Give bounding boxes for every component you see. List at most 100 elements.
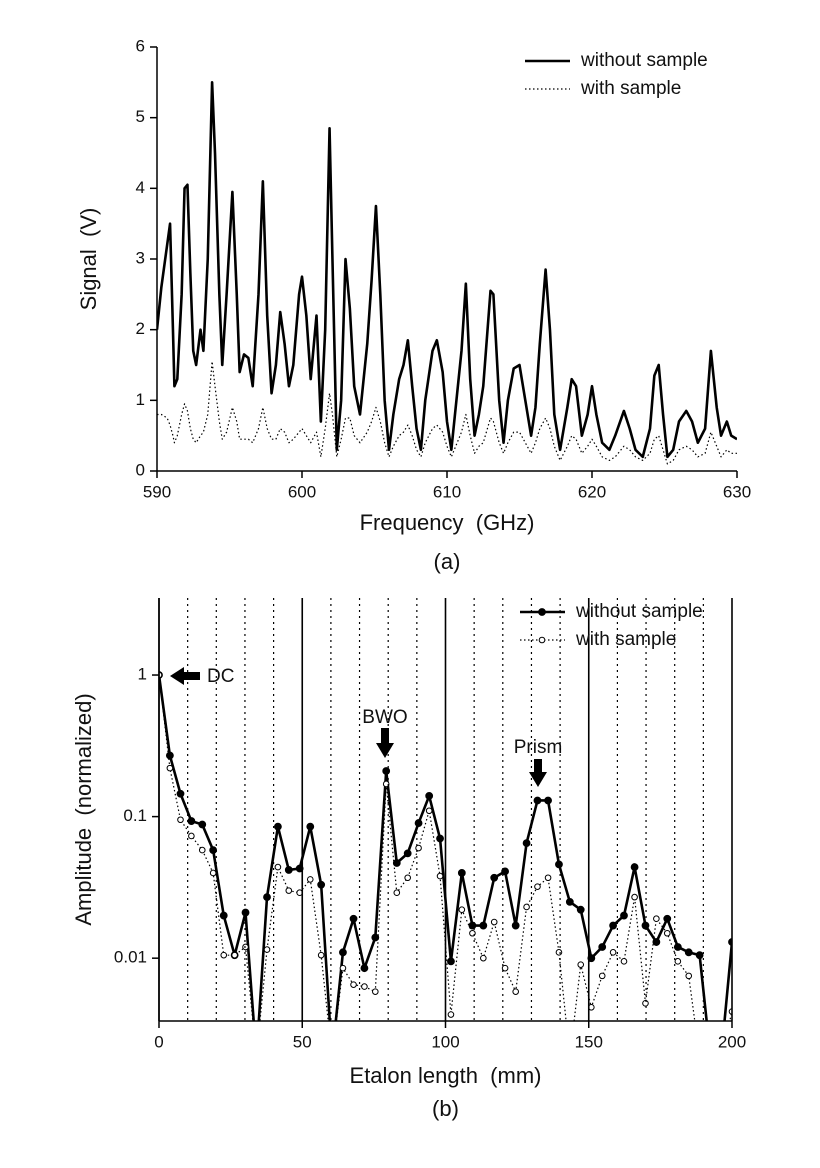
data-point	[555, 860, 563, 869]
data-point	[490, 873, 499, 882]
data-point	[576, 905, 585, 914]
x-tick-label: 600	[288, 482, 316, 501]
legend-label: without sample	[580, 50, 708, 71]
y-tick-label: 0.01	[114, 948, 147, 967]
series-line	[157, 81, 737, 459]
data-point	[695, 951, 704, 960]
plot-area	[157, 81, 737, 465]
data-point	[382, 780, 390, 788]
data-point	[511, 921, 520, 930]
x-axis-label: Etalon length (mm)	[350, 1063, 542, 1088]
data-point	[209, 846, 218, 854]
data-point	[415, 844, 422, 852]
data-point	[361, 983, 368, 990]
data-point	[708, 1054, 714, 1060]
data-point	[447, 1011, 455, 1018]
data-point	[166, 764, 174, 772]
y-axis-label: Amplitude (normalized)	[71, 693, 96, 925]
x-axis-label: Frequency (GHz)	[360, 510, 535, 535]
data-point	[685, 972, 693, 980]
data-point	[187, 817, 196, 825]
data-point	[587, 954, 596, 963]
data-point	[534, 883, 541, 890]
data-point	[241, 908, 250, 917]
data-point	[673, 943, 682, 951]
data-point	[220, 951, 228, 959]
data-point	[436, 872, 444, 880]
data-point	[231, 951, 238, 959]
legend-label: without sample	[575, 601, 703, 622]
data-point	[329, 1054, 335, 1060]
x-tick-label: 200	[718, 1032, 746, 1051]
y-tick-label: 2	[136, 319, 145, 338]
data-point	[188, 832, 195, 840]
x-tick-label: 590	[143, 482, 171, 501]
data-point	[339, 964, 347, 972]
legend-label: with sample	[575, 629, 676, 650]
data-point	[295, 864, 304, 873]
data-point	[674, 958, 682, 965]
data-point	[479, 921, 488, 930]
data-point	[176, 789, 185, 798]
x-tick-label: 610	[433, 482, 461, 501]
annotation: Prism	[514, 737, 563, 758]
data-point	[425, 807, 433, 815]
data-point	[653, 915, 660, 923]
data-point	[630, 863, 639, 871]
data-point	[567, 1054, 573, 1060]
y-tick-label: 0	[136, 460, 145, 479]
data-point	[372, 988, 379, 995]
data-point	[684, 948, 693, 957]
y-axis-label: Signal (V)	[76, 208, 101, 311]
data-point	[718, 1054, 725, 1061]
data-point	[273, 822, 282, 831]
data-point	[219, 911, 228, 920]
data-point	[177, 816, 184, 824]
data-point	[329, 1054, 336, 1061]
data-point	[253, 1054, 260, 1061]
data-point	[555, 949, 563, 956]
data-point	[480, 954, 487, 962]
y-tick-label: 4	[136, 178, 145, 197]
data-point	[425, 792, 434, 800]
y-tick-label: 1	[136, 390, 145, 409]
bwo-arrow	[376, 728, 394, 758]
data-point	[447, 957, 455, 966]
data-point	[707, 1054, 714, 1061]
x-tick-label: 0	[154, 1032, 163, 1051]
data-point	[663, 929, 671, 937]
data-point	[609, 949, 617, 956]
data-point	[620, 958, 628, 965]
data-point	[350, 981, 357, 988]
data-point	[598, 943, 607, 951]
y-tick-label: 3	[136, 248, 145, 267]
x-tick-label: 630	[723, 482, 751, 501]
caption: (a)	[434, 549, 461, 574]
legend-marker	[538, 636, 546, 644]
data-point	[198, 820, 207, 829]
data-point	[522, 839, 531, 847]
annotation: BWO	[362, 707, 407, 728]
y-tick-label: 5	[136, 107, 145, 126]
data-point	[663, 914, 672, 923]
dc-arrow	[170, 667, 200, 685]
data-point	[652, 938, 661, 946]
legend-marker	[538, 608, 546, 616]
data-point	[254, 1054, 260, 1060]
data-point	[317, 880, 326, 889]
data-point	[393, 889, 401, 897]
y-tick-label: 0.1	[123, 806, 147, 825]
x-tick-label: 100	[431, 1032, 459, 1051]
data-point	[436, 834, 444, 843]
data-point	[697, 1054, 703, 1060]
series-line	[157, 360, 737, 465]
data-point	[490, 918, 498, 926]
data-point	[339, 948, 347, 957]
data-point	[360, 964, 369, 973]
data-point	[458, 906, 466, 914]
data-point	[263, 893, 271, 902]
data-point	[317, 951, 325, 959]
x-tick-label: 150	[575, 1032, 603, 1051]
